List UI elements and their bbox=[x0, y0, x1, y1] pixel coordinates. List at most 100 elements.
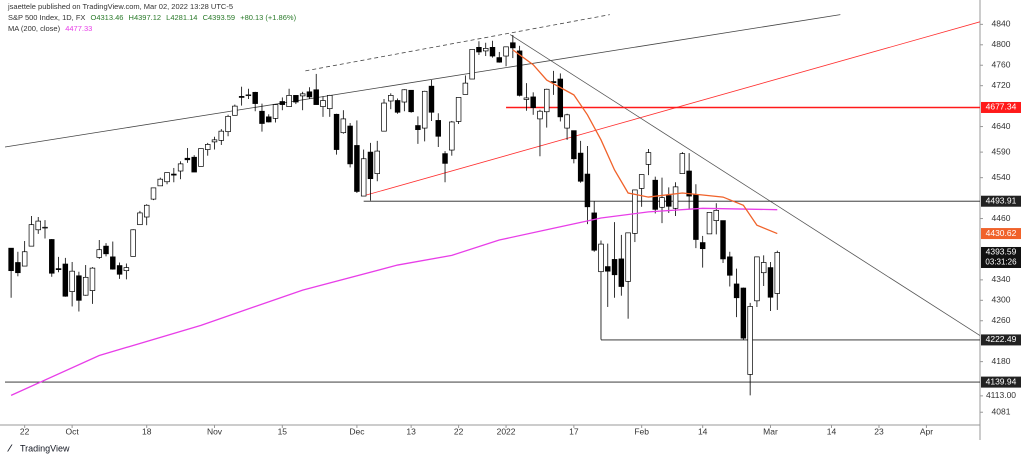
last-price-label: 4393.59 bbox=[986, 247, 1017, 257]
x-tick-label: Apr bbox=[920, 426, 933, 436]
candle-body bbox=[537, 110, 543, 120]
candle-body bbox=[76, 275, 82, 301]
level-label: 4677.34 bbox=[986, 102, 1017, 112]
x-tick-label: Feb bbox=[634, 426, 649, 436]
candle-body bbox=[374, 150, 380, 174]
candle-body bbox=[381, 102, 387, 132]
candle-body bbox=[28, 224, 35, 247]
candle-body bbox=[666, 195, 672, 207]
y-tick-label: 4081 bbox=[992, 406, 1011, 416]
x-tick-label: 18 bbox=[142, 426, 152, 436]
candle-body bbox=[333, 113, 340, 150]
candle-body bbox=[767, 267, 774, 298]
candle-body bbox=[482, 48, 489, 52]
ma-value: 4477.33 bbox=[65, 24, 93, 33]
candle-body bbox=[69, 270, 75, 292]
level-label: 4139.94 bbox=[986, 376, 1017, 386]
candle-body bbox=[401, 89, 408, 103]
candle-body bbox=[82, 276, 89, 296]
last-price-box bbox=[981, 246, 1021, 268]
candle-body bbox=[225, 115, 231, 133]
x-tick-label: 13 bbox=[406, 426, 416, 436]
y-tick-label: 4540 bbox=[992, 172, 1011, 182]
y-tick-label: 4300 bbox=[992, 295, 1011, 305]
candle-body bbox=[760, 262, 767, 274]
candle-body bbox=[496, 57, 503, 63]
candle-body bbox=[544, 88, 550, 113]
x-tick-label: Mar bbox=[763, 426, 778, 436]
symbol: S&P 500 Index, 1D, FX bbox=[8, 13, 86, 22]
candle-body bbox=[103, 245, 109, 255]
trendline bbox=[305, 14, 610, 72]
candle-body bbox=[462, 82, 469, 95]
candle-body bbox=[238, 96, 245, 98]
candle-body bbox=[232, 105, 238, 116]
trendline bbox=[366, 21, 980, 196]
y-tick-label: 4590 bbox=[992, 146, 1011, 156]
candle-body bbox=[171, 173, 177, 176]
candle-body bbox=[313, 89, 319, 105]
candle-body bbox=[503, 46, 509, 57]
candle-body bbox=[347, 125, 353, 165]
candle-body bbox=[727, 256, 733, 276]
ma-label: 4430.62 bbox=[986, 228, 1017, 238]
candle-body bbox=[62, 263, 69, 297]
x-tick-label: 22 bbox=[20, 426, 30, 436]
candle-body bbox=[516, 50, 523, 96]
y-tick-label: 4720 bbox=[992, 80, 1011, 90]
ma-name: MA (200, close) bbox=[8, 24, 61, 33]
candle-body bbox=[35, 220, 41, 231]
level-label-box bbox=[981, 376, 1021, 388]
candle-body bbox=[713, 210, 719, 221]
x-tick-label: Dec bbox=[349, 426, 365, 436]
candle-body bbox=[699, 242, 706, 250]
x-tick-label: 17 bbox=[569, 426, 579, 436]
candle-body bbox=[259, 110, 265, 124]
candle-body bbox=[150, 187, 157, 200]
candle-body bbox=[252, 91, 258, 104]
x-tick-label: 14 bbox=[698, 426, 708, 436]
level-label-box bbox=[981, 101, 1021, 113]
x-tick-label: 14 bbox=[827, 426, 837, 436]
ohlc-open: O4313.46 bbox=[90, 13, 124, 22]
candle-body bbox=[21, 251, 28, 267]
symbol-line: S&P 500 Index, 1D, FX O4313.46 H4397.12 … bbox=[8, 12, 299, 23]
candle-body bbox=[286, 95, 292, 107]
candle-body bbox=[747, 306, 753, 375]
candle-body bbox=[611, 259, 618, 276]
candle-body bbox=[191, 156, 197, 173]
candle-body bbox=[340, 118, 347, 134]
moving-average bbox=[512, 49, 778, 235]
candle-body bbox=[455, 97, 462, 122]
candle-body bbox=[598, 243, 604, 273]
candle-body bbox=[299, 93, 306, 97]
candle-body bbox=[652, 179, 658, 210]
candle-body bbox=[130, 229, 136, 257]
candle-body bbox=[530, 96, 536, 109]
candle-body bbox=[591, 212, 597, 251]
candle-body bbox=[272, 104, 279, 119]
candle-body bbox=[177, 163, 184, 172]
candle-body bbox=[89, 267, 96, 291]
candle-body bbox=[510, 42, 516, 49]
candle-body bbox=[394, 100, 401, 113]
candle-body bbox=[469, 49, 475, 80]
candle-body bbox=[360, 158, 367, 197]
candle-body bbox=[584, 173, 591, 208]
candle-body bbox=[442, 153, 448, 164]
moving-average bbox=[10, 207, 778, 396]
candle-body bbox=[618, 258, 625, 287]
candle-body bbox=[266, 116, 272, 123]
candle-body bbox=[659, 197, 665, 208]
candle-body bbox=[632, 189, 638, 234]
candle-body bbox=[367, 151, 374, 180]
candle-body bbox=[388, 95, 394, 102]
candle-body bbox=[157, 178, 163, 187]
x-tick-label: 15 bbox=[278, 426, 288, 436]
y-tick-label: 4760 bbox=[992, 59, 1011, 69]
candle-body bbox=[449, 121, 455, 151]
candle-body bbox=[354, 145, 360, 192]
